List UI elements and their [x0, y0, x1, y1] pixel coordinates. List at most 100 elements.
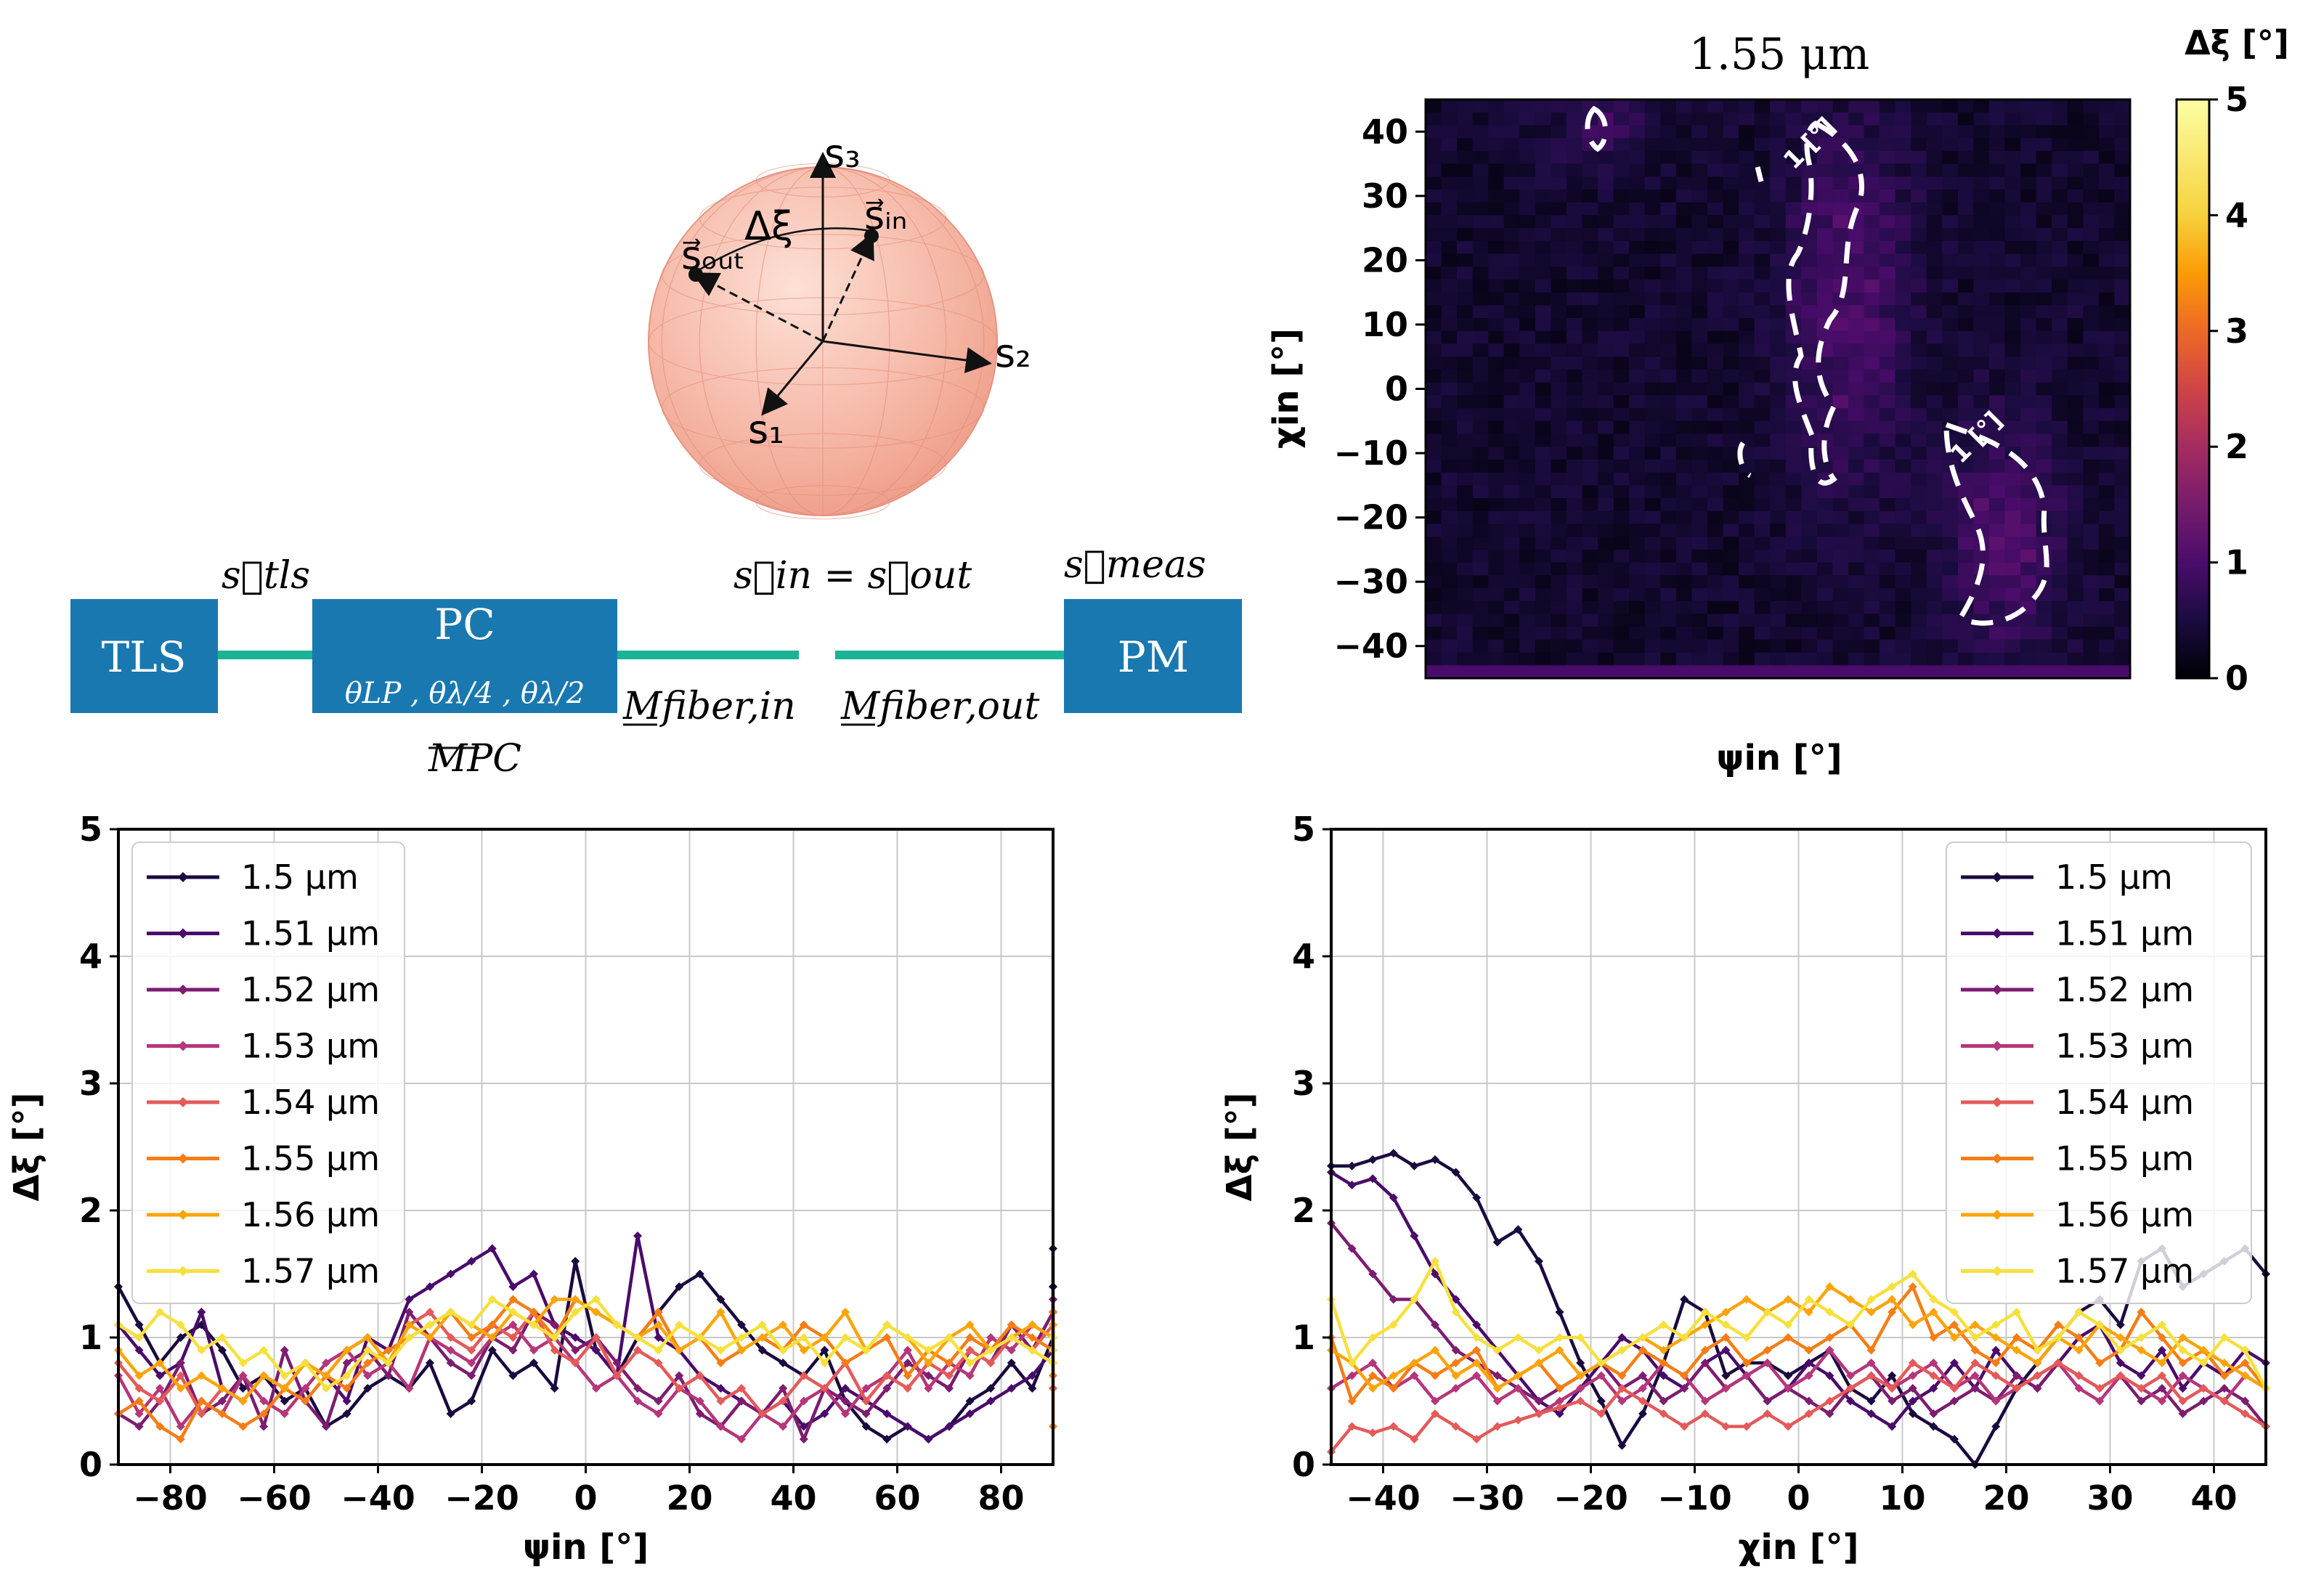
- heatmap-cell: [1832, 163, 1849, 177]
- heatmap-cell: [1551, 510, 1567, 525]
- heatmap-cell: [1691, 420, 1708, 435]
- heatmap-cell: [1707, 447, 1724, 460]
- heatmap-cell: [1566, 652, 1583, 666]
- data-point: [654, 1333, 663, 1342]
- heatmap-cell: [1551, 112, 1567, 126]
- data-point: [737, 1320, 746, 1330]
- heatmap-cell: [1754, 240, 1771, 255]
- heatmap-cell: [2036, 343, 2052, 357]
- heatmap-cell: [1832, 537, 1849, 550]
- heatmap-cell: [1535, 150, 1552, 165]
- heatmap-cell: [1535, 163, 1552, 177]
- heatmap-cell: [1911, 202, 1927, 216]
- heatmap-cell: [1864, 524, 1880, 537]
- heatmap-cell: [1973, 125, 1990, 139]
- heatmap-cell: [1739, 549, 1755, 563]
- heatmap-cell: [1613, 433, 1630, 447]
- heatmap-cell: [2020, 408, 2037, 422]
- heatmap-cell: [1880, 408, 1896, 422]
- heatmap-cell: [1848, 318, 1865, 332]
- heatmap-cell: [1551, 588, 1567, 602]
- heatmap-cell: [2083, 99, 2100, 113]
- heatmap-cell: [1582, 240, 1598, 255]
- heatmap-cell: [1926, 575, 1943, 589]
- heatmap-cell: [2036, 459, 2052, 473]
- heatmap-cell: [1598, 292, 1614, 306]
- heatmap-cell: [1801, 510, 1818, 525]
- heatmap-cell: [2052, 447, 2068, 460]
- heatmap-cell: [1911, 150, 1927, 165]
- heatmap-cell: [1880, 150, 1896, 165]
- heatmap-cell: [1582, 472, 1598, 486]
- heatmap-cell: [1457, 408, 1474, 422]
- heatmap-cell: [1426, 408, 1442, 422]
- heatmap-cell: [2052, 549, 2068, 563]
- heatmap-cell: [1691, 202, 1708, 216]
- heatmap-cell: [1723, 665, 1739, 679]
- heatmap-cell: [1426, 240, 1442, 255]
- heatmap-cell: [1613, 176, 1630, 190]
- heatmap-cell: [1926, 524, 1943, 537]
- heatmap-cell: [1957, 240, 1975, 255]
- legend-item: 1.54 μm: [2055, 1083, 2194, 1122]
- heatmap-cell: [2036, 408, 2052, 422]
- heatmap-y-tick: −10: [1333, 433, 1408, 473]
- heatmap-cell: [1864, 240, 1880, 255]
- heatmap-cell: [1848, 665, 1865, 679]
- heatmap-cell: [1472, 433, 1489, 447]
- heatmap-cell: [1926, 447, 1943, 460]
- data-point: [1908, 1396, 1917, 1406]
- heatmap-cell: [1566, 330, 1583, 345]
- data-point: [633, 1345, 642, 1355]
- data-point: [446, 1308, 455, 1316]
- heatmap-cell: [1675, 253, 1693, 267]
- heatmap-cell: [1426, 382, 1442, 396]
- data-point: [841, 1308, 850, 1316]
- data-point: [779, 1345, 788, 1355]
- heatmap-cell: [1864, 562, 1880, 576]
- heatmap-cell: [1770, 343, 1787, 357]
- heatmap-cell: [1707, 330, 1724, 345]
- heatmap-cell: [1598, 562, 1614, 576]
- heatmap-cell: [1566, 575, 1583, 589]
- heatmap-cell: [1691, 292, 1708, 306]
- data-point: [363, 1371, 373, 1380]
- data-point: [487, 1320, 497, 1330]
- data-point: [695, 1371, 704, 1380]
- data-point: [1929, 1359, 1938, 1367]
- heatmap-cell: [1551, 125, 1567, 139]
- data-point: [571, 1345, 580, 1355]
- heatmap-cell: [1660, 433, 1677, 447]
- heatmap-cell: [1660, 575, 1677, 589]
- heatmap-cell: [1457, 614, 1474, 627]
- data-point: [197, 1371, 206, 1380]
- data-point: [716, 1295, 726, 1304]
- heatmap-cell: [1785, 343, 1802, 357]
- heatmap-cell: [1801, 330, 1818, 345]
- heatmap-cell: [2004, 408, 2021, 422]
- heatmap-cell: [1911, 240, 1927, 255]
- heatmap-cell: [1989, 665, 2006, 679]
- heatmap-cell: [2052, 240, 2068, 255]
- data-point: [467, 1257, 476, 1266]
- heatmap-cell: [1472, 600, 1489, 615]
- data-point: [903, 1345, 912, 1355]
- heatmap-cell: [1785, 575, 1802, 589]
- heatmap-cell: [2083, 279, 2100, 293]
- heatmap-cell: [1739, 279, 1755, 293]
- heatmap-cell: [1926, 549, 1943, 563]
- data-point: [1555, 1384, 1564, 1393]
- heatmap-cell: [1911, 330, 1927, 345]
- heatmap-cell: [1582, 665, 1598, 679]
- heatmap-cell: [1816, 510, 1834, 525]
- heatmap-cell: [1895, 627, 1911, 640]
- data-point: [134, 1333, 144, 1342]
- data-point: [1742, 1333, 1751, 1342]
- heatmap-cell: [1503, 163, 1520, 177]
- heatmap-cell: [1598, 279, 1614, 293]
- heatmap-cell: [2020, 447, 2037, 460]
- heatmap-cell: [1816, 395, 1834, 409]
- heatmap-cell: [2114, 279, 2131, 293]
- heatmap-cell: [1739, 382, 1755, 396]
- heatmap-cell: [1644, 498, 1661, 512]
